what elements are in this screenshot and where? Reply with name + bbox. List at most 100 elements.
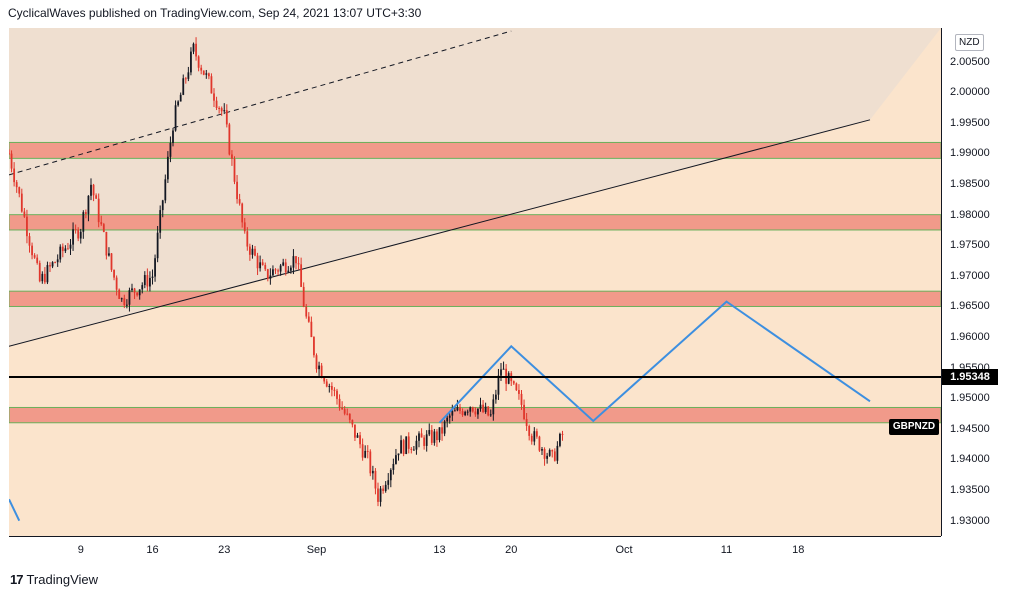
candle-body-43	[118, 289, 121, 299]
candle-body-69	[184, 78, 187, 80]
candle-body-137	[359, 435, 361, 445]
candle-body-108	[284, 262, 287, 273]
candle-body-161	[420, 433, 423, 438]
candle-body-174	[453, 410, 456, 412]
footer-brand[interactable]: 17 TradingView	[10, 572, 98, 587]
candle-body-158	[412, 449, 415, 451]
candle-body-86	[228, 124, 231, 155]
candle-body-111	[292, 256, 295, 268]
candle-body-14	[43, 273, 46, 283]
candle-body-52	[141, 285, 144, 290]
candle-body-100	[264, 265, 267, 270]
chart-area[interactable]	[8, 28, 942, 536]
candle-body-98	[259, 262, 262, 269]
sr-zone-1	[8, 141, 942, 159]
price-tick-0: 2.00500	[950, 55, 990, 68]
time-tick-7: 11	[720, 544, 733, 556]
candle-body-53	[143, 275, 146, 286]
candle-body-200	[520, 393, 523, 405]
candle-body-149	[389, 469, 392, 481]
projection-zigzag	[438, 300, 871, 424]
candle-body-63	[169, 142, 172, 157]
candle-body-180	[469, 407, 472, 412]
price-axis[interactable]: 2.00500 2.00000 1.99500 1.99000 1.98500 1.980…	[941, 28, 1002, 536]
candle-body-138	[361, 444, 364, 458]
price-tick-13: 1.94000	[950, 453, 990, 466]
candle-body-212	[551, 450, 554, 452]
candle-body-70	[187, 72, 190, 79]
time-tick-4: 13	[433, 544, 446, 556]
candle-body-183	[477, 408, 479, 415]
candle-body-182	[474, 411, 477, 415]
candle-body-55	[149, 277, 151, 287]
candle-body-122	[320, 365, 323, 378]
candle-body-140	[366, 450, 369, 452]
candle-body-166	[433, 431, 436, 443]
candle-body-60	[161, 200, 164, 211]
price-tick-3: 1.99000	[950, 147, 990, 160]
candle-body-211	[548, 450, 551, 456]
price-tick-9: 1.96000	[950, 331, 990, 344]
upper-channel-shade	[9, 28, 941, 347]
candle-body-144	[377, 488, 379, 502]
candle-body-179	[466, 411, 469, 413]
candle-body-207	[538, 436, 541, 451]
time-axis[interactable]: 9 16 23 Sep 13 20 Oct 11 18	[9, 536, 941, 563]
candle-body-48	[131, 288, 133, 291]
candle-body-171	[446, 417, 449, 422]
candle-body-186	[484, 406, 487, 413]
candle-body-193	[502, 368, 505, 370]
candle-body-203	[528, 425, 531, 436]
candle-body-173	[451, 410, 454, 416]
candle-body-17	[51, 262, 54, 267]
candle-body-190	[494, 394, 497, 400]
candle-body-126	[330, 386, 333, 390]
candle-body-50	[136, 292, 139, 296]
candle-body-128	[336, 390, 338, 399]
candle-body-135	[354, 424, 356, 438]
candle-body-146	[382, 488, 385, 491]
candle-body-51	[138, 289, 141, 296]
candle-body-32	[90, 184, 92, 196]
candle-body-141	[369, 451, 372, 474]
candle-body-191	[497, 375, 500, 395]
candle-body-80	[213, 93, 215, 101]
candle-body-159	[415, 440, 418, 450]
time-tick-6: Oct	[615, 544, 633, 556]
candle-body-139	[364, 450, 367, 458]
candle-body-58	[156, 232, 159, 259]
candle-body-56	[151, 276, 154, 278]
candle-body-28	[79, 231, 82, 239]
candle-body-33	[92, 184, 95, 196]
projection-tail	[8, 498, 21, 522]
candle-body-157	[410, 448, 413, 450]
candle-body-177	[461, 411, 464, 416]
candle-body-68	[182, 78, 185, 95]
candle-body-167	[436, 431, 438, 441]
candle-body-42	[115, 277, 118, 290]
candle-body-57	[154, 258, 156, 277]
price-tick-12: 1.94500	[950, 422, 990, 435]
candle-body-147	[384, 484, 387, 491]
candle-body-181	[471, 407, 474, 412]
candle-body-18	[54, 262, 57, 264]
candle-body-112	[295, 256, 297, 264]
candle-body-3	[15, 182, 18, 188]
candle-body-16	[49, 265, 51, 267]
candle-body-91	[241, 203, 244, 223]
dashed-trendline	[8, 30, 512, 176]
price-tick-1: 2.00000	[950, 86, 990, 99]
time-tick-5: 20	[505, 544, 518, 556]
candle-body-213	[553, 451, 556, 461]
candle-body-37	[102, 224, 105, 232]
candle-body-13	[41, 273, 44, 282]
chart-canvas[interactable]	[8, 28, 942, 536]
candle-body-163	[425, 434, 428, 446]
candle-body-130	[341, 407, 344, 410]
candle-body-198	[515, 383, 518, 391]
candle-body-46	[125, 304, 128, 306]
sr-zone-3	[8, 290, 942, 307]
candle-body-4	[18, 187, 21, 194]
symbol-label: GBPNZD	[889, 419, 939, 436]
candle-body-10	[33, 255, 36, 258]
